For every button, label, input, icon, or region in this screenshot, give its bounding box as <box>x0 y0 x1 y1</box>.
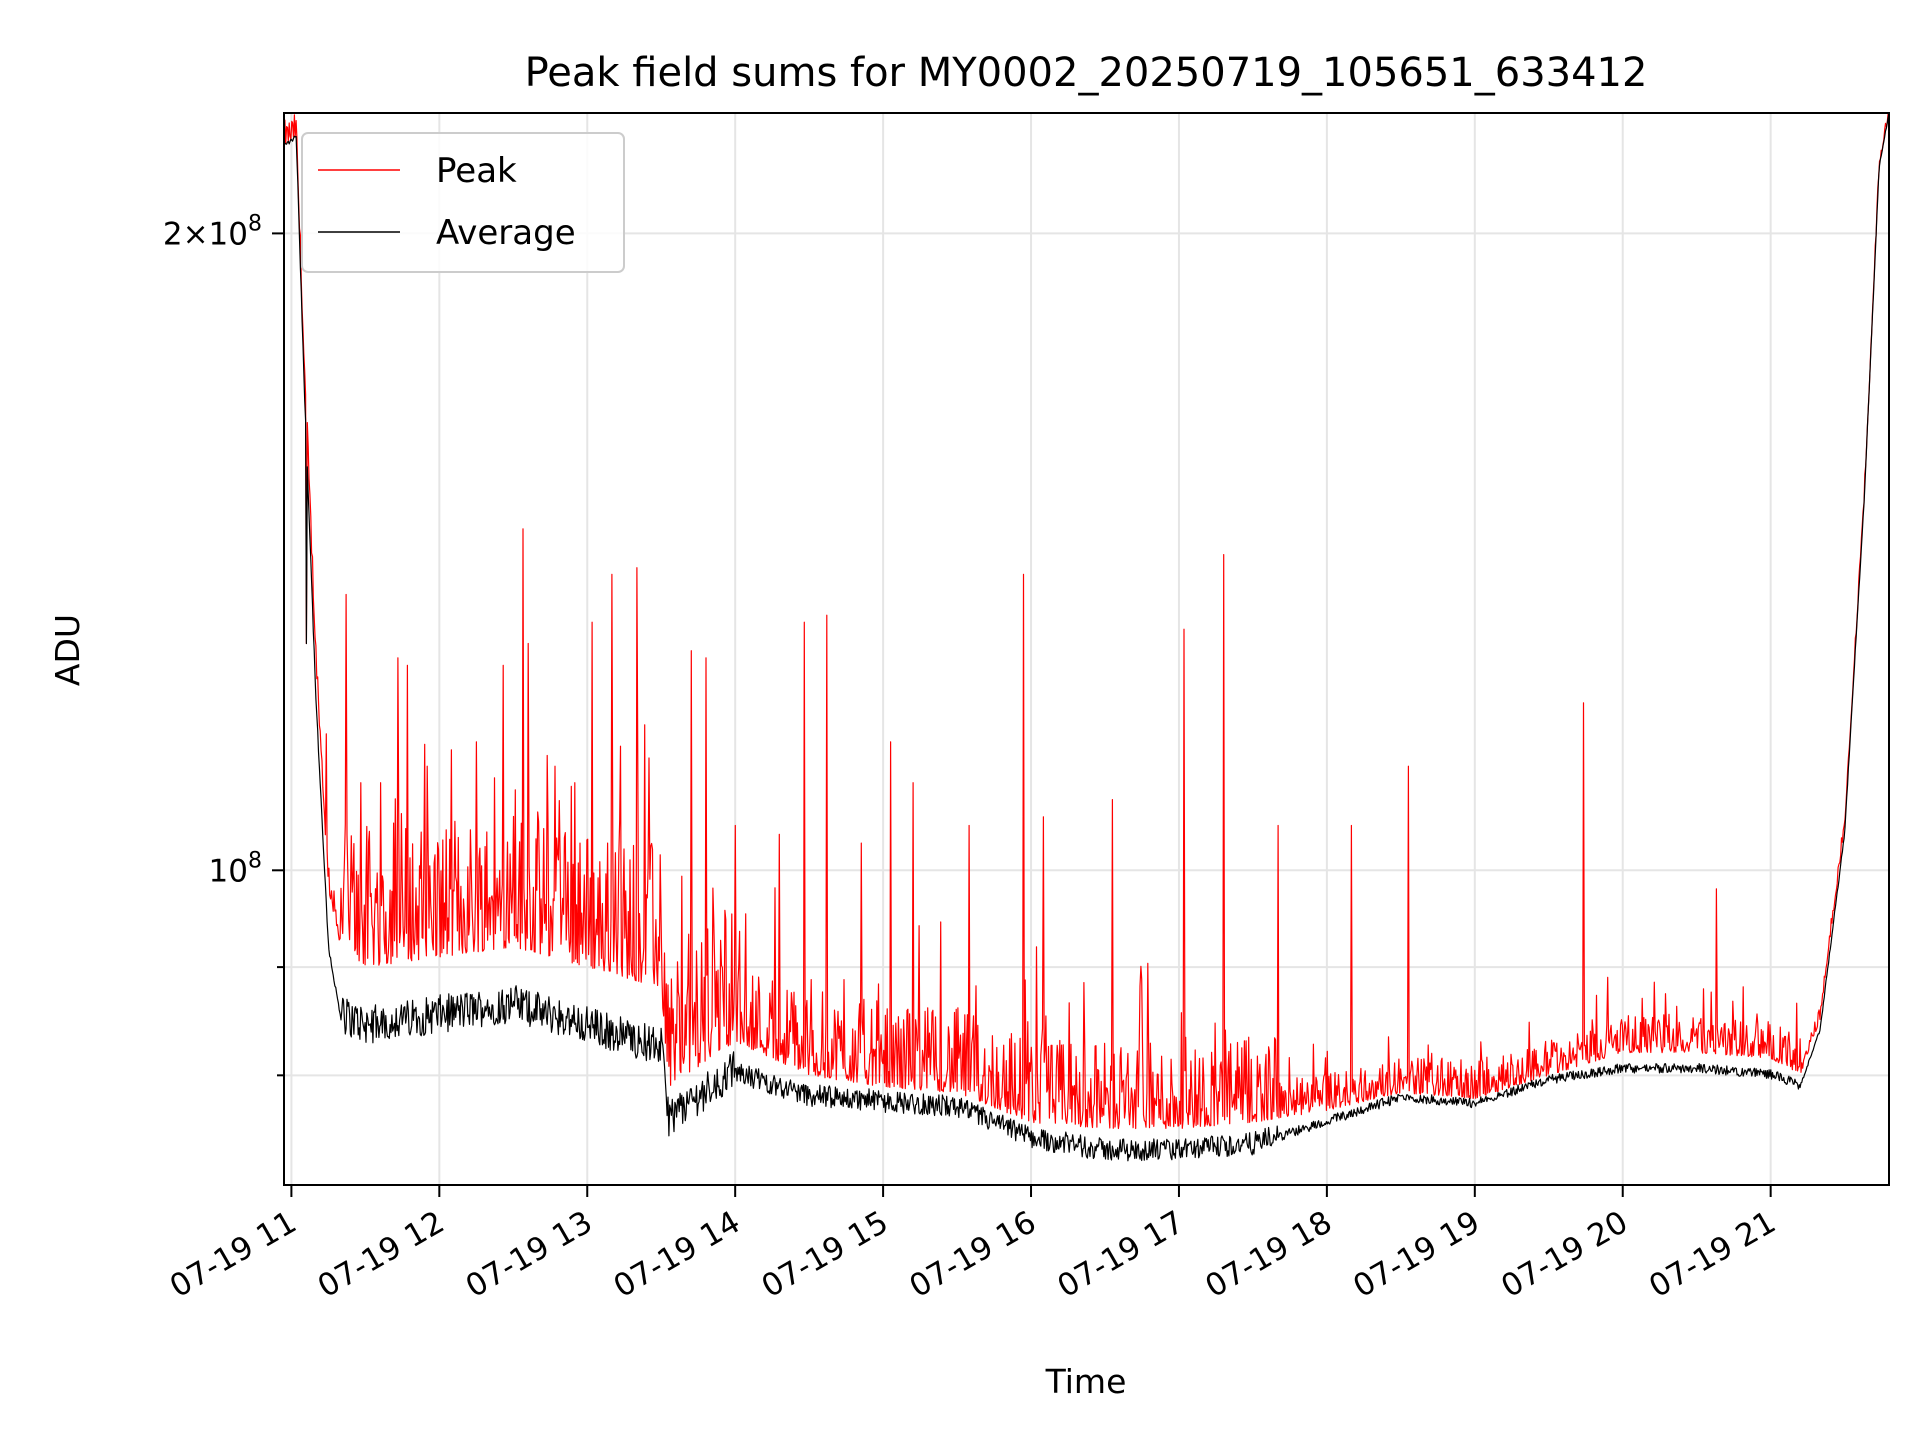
grid <box>284 113 1889 1185</box>
legend-box <box>301 132 625 273</box>
legend-label-peak: Peak <box>436 151 517 191</box>
series-line-peak <box>283 112 1889 1130</box>
legend-label-average: Average <box>436 213 576 253</box>
plot-frame <box>283 112 1890 1186</box>
legend: Peak Average <box>301 132 625 273</box>
chart-title: Peak field sums for MY0002_20250719_1056… <box>525 50 1648 96</box>
y-axis-label: ADU <box>48 614 87 686</box>
y-tick-label: 2×108 <box>163 211 262 252</box>
series-line-average <box>283 112 1890 1162</box>
series-layer <box>283 112 1890 1162</box>
x-axis-label: Time <box>1045 1362 1127 1401</box>
